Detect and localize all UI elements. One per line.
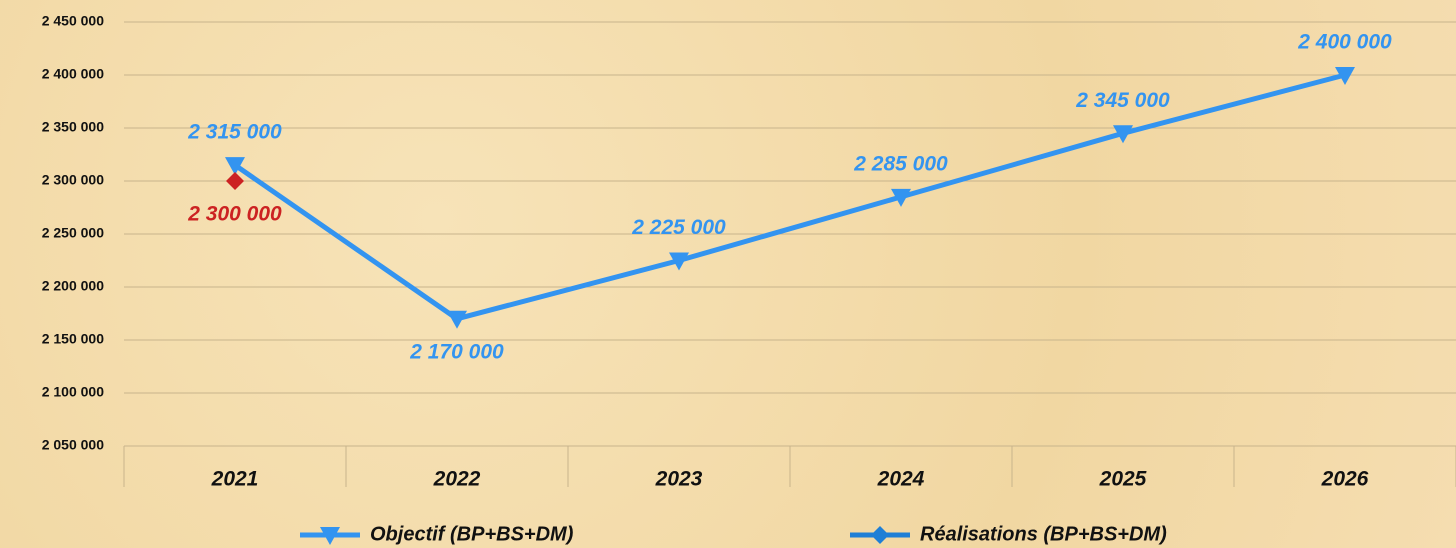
x-tick-label: 2026 (1321, 468, 1369, 491)
data-label: 2 170 000 (409, 340, 504, 363)
marker (447, 310, 467, 329)
y-tick-label: 2 050 000 (42, 437, 104, 453)
x-tick-label: 2024 (877, 468, 925, 491)
x-tick-label: 2022 (433, 468, 481, 491)
y-tick-label: 2 350 000 (42, 119, 104, 135)
marker (226, 172, 244, 190)
x-tick-label: 2025 (1099, 468, 1147, 491)
marker (225, 157, 245, 176)
y-tick-label: 2 100 000 (42, 384, 104, 400)
legend-label: Objectif (BP+BS+DM) (370, 523, 574, 545)
legend-label: Réalisations (BP+BS+DM) (920, 523, 1167, 545)
y-tick-label: 2 300 000 (42, 172, 104, 188)
data-label: 2 300 000 (187, 203, 282, 226)
y-tick-label: 2 250 000 (42, 225, 104, 241)
x-tick-label: 2021 (211, 468, 259, 491)
y-tick-label: 2 450 000 (42, 13, 104, 29)
y-tick-label: 2 150 000 (42, 331, 104, 347)
data-label: 2 225 000 (631, 216, 726, 239)
data-label: 2 400 000 (1297, 31, 1392, 54)
marker (320, 527, 340, 545)
marker (891, 188, 911, 207)
marker (871, 526, 889, 544)
series-line (233, 72, 1346, 322)
y-tick-label: 2 200 000 (42, 278, 104, 294)
marker (669, 252, 689, 271)
data-label: 2 345 000 (1075, 89, 1170, 112)
x-tick-label: 2023 (655, 468, 703, 491)
data-label: 2 285 000 (853, 152, 948, 175)
marker (1335, 67, 1355, 85)
marker (1113, 125, 1133, 144)
data-label: 2 315 000 (187, 121, 282, 144)
y-tick-label: 2 400 000 (42, 66, 104, 82)
